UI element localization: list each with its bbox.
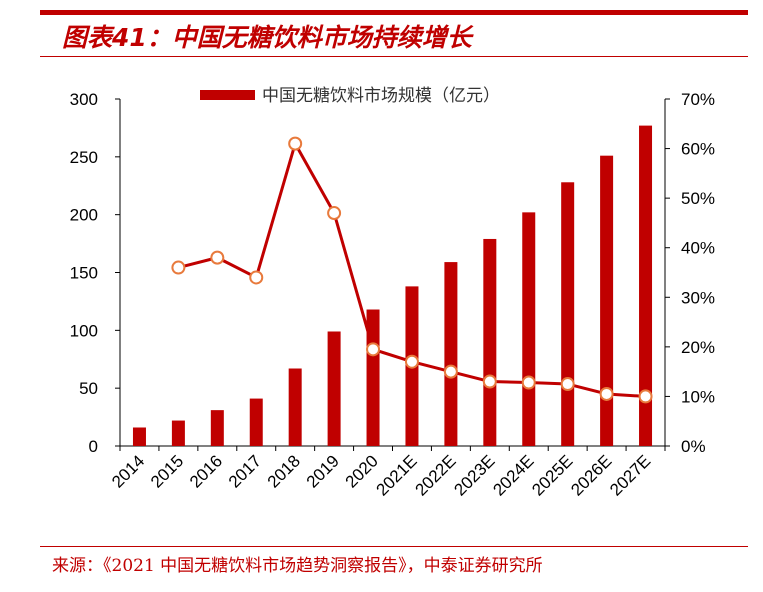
growth-point	[249, 270, 264, 285]
chart-legend: 中国无糖饮料市场规模（亿元）	[200, 86, 500, 106]
growth-point	[521, 375, 536, 390]
growth-point	[327, 206, 342, 221]
bar	[639, 125, 653, 446]
left-tick-label: 0	[89, 437, 98, 456]
x-tick-label: 2018	[264, 451, 304, 491]
x-tick-label: 2016	[186, 451, 226, 491]
growth-point	[560, 377, 575, 392]
source-note: 来源：《2021 中国无糖饮料市场趋势洞察报告》，中泰证券研究所	[52, 556, 543, 576]
bar	[522, 212, 536, 446]
x-tick-label: 2027E	[606, 451, 654, 499]
market-size-chart: 0 50 100 150 200 250 300 0% 10% 20% 30% 40% 50% 60% 70…	[70, 86, 715, 500]
bar	[600, 155, 614, 446]
title-rule	[40, 56, 748, 57]
growth-point	[638, 389, 653, 404]
bar	[327, 331, 341, 446]
figure-title: 图表41：中国无糖饮料市场持续增长	[62, 23, 472, 52]
right-tick-label: 60%	[681, 140, 715, 159]
bar	[561, 182, 575, 446]
x-tick-label: 2021E	[373, 451, 421, 499]
growth-line-series	[171, 136, 653, 404]
growth-point	[171, 260, 186, 275]
bar-series	[132, 125, 653, 446]
right-tick-label: 30%	[681, 288, 715, 307]
chart-axes: 0 50 100 150 200 250 300 0% 10% 20% 30% 40% 50% 60% 70…	[70, 90, 715, 500]
right-tick-label: 10%	[681, 387, 715, 406]
right-tick-label: 50%	[681, 189, 715, 208]
bottom-rule	[40, 546, 748, 547]
bar	[249, 398, 263, 446]
bar	[444, 262, 458, 446]
growth-point	[210, 250, 225, 265]
x-tick-label: 2014	[108, 451, 148, 491]
left-tick-label: 250	[70, 148, 98, 167]
right-tick-label: 20%	[681, 338, 715, 357]
bar	[132, 427, 146, 446]
right-tick-label: 40%	[681, 239, 715, 258]
growth-point	[482, 374, 497, 389]
growth-point	[288, 136, 303, 151]
legend-label-bar: 中国无糖饮料市场规模（亿元）	[262, 86, 500, 106]
left-tick-label: 150	[70, 264, 98, 283]
left-tick-label: 100	[70, 321, 98, 340]
growth-point	[404, 354, 419, 369]
x-tick-label: 2025E	[528, 451, 576, 499]
right-tick-label: 70%	[681, 90, 715, 109]
x-tick-label: 2015	[147, 451, 187, 491]
top-rule	[40, 10, 748, 15]
x-tick-label: 2024E	[489, 451, 537, 499]
growth-point	[599, 386, 614, 401]
left-tick-label: 300	[70, 90, 98, 109]
x-tick-label: 2022E	[412, 451, 460, 499]
growth-point	[443, 364, 458, 379]
x-tick-label: 2017	[225, 451, 265, 491]
legend-swatch-bar	[200, 90, 255, 100]
bar	[483, 238, 497, 446]
x-tick-label: 2023E	[450, 451, 498, 499]
x-tick-label: 2026E	[567, 451, 615, 499]
x-tick-label: 2019	[303, 451, 343, 491]
right-tick-label: 0%	[681, 437, 706, 456]
bar	[288, 368, 302, 446]
growth-point	[366, 342, 381, 357]
bar	[210, 410, 224, 446]
left-tick-label: 50	[79, 379, 98, 398]
left-tick-label: 200	[70, 206, 98, 225]
bar	[171, 420, 185, 446]
